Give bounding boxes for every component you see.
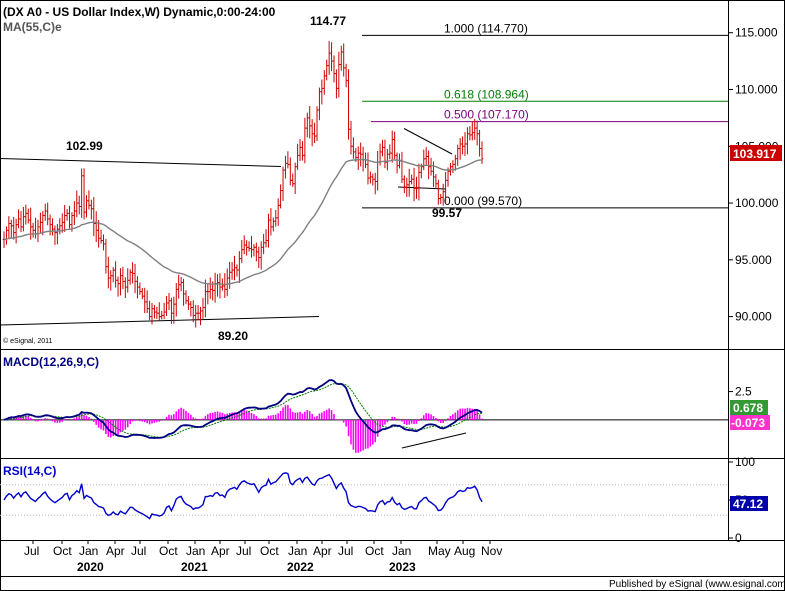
x-year-label: 2021 xyxy=(181,560,208,574)
y-axis-labels: 115.000110.000105.000100.00095.00090.000… xyxy=(728,26,779,545)
hist-value-tag: -0.073 xyxy=(731,416,765,430)
x-tick-label: Jan xyxy=(186,544,205,558)
macd-signal-line xyxy=(3,383,483,438)
hist-tag-bg xyxy=(730,415,770,430)
x-tick-label: May xyxy=(428,544,451,558)
price-bars xyxy=(2,40,484,328)
macd-panel xyxy=(0,379,728,453)
fibonacci-levels: 1.000 (114.770) 0.618 (108.964) 0.500 (107… xyxy=(362,21,728,209)
rsi-tag-bg xyxy=(730,496,768,511)
price-annotation: 114.77 xyxy=(310,14,346,28)
x-tick-label: Jan xyxy=(79,544,98,558)
fib-level-label: 1.000 (114.770) xyxy=(444,21,528,35)
x-tick-label: Jul xyxy=(24,544,39,558)
price-tick-label: 100.000 xyxy=(735,196,779,210)
copyright-label: © eSignal, 2011 xyxy=(3,337,53,345)
x-tick-label: Oct xyxy=(53,544,72,558)
ma55-line xyxy=(3,158,482,286)
macd-divergence-line xyxy=(401,432,467,449)
rsi-panel-label: RSI(14,C) xyxy=(3,464,56,478)
last-price-tag: 103.917 xyxy=(733,147,777,161)
price-tick-label: 90.000 xyxy=(735,310,772,324)
x-year-label: 2023 xyxy=(389,560,416,574)
rsi-line xyxy=(3,472,483,520)
price-tick-label: 115.000 xyxy=(735,26,778,40)
x-tick-label: Apr xyxy=(211,544,230,558)
price-annotation: 89.20 xyxy=(218,329,248,343)
chart-title: (DX A0 - US Dollar Index,W) Dynamic,0:00… xyxy=(3,5,276,19)
price-annotation: 102.99 xyxy=(66,139,103,153)
price-annotations: 102.99 89.20 114.77 99.57 xyxy=(66,14,462,343)
fib-level-label: 0.618 (108.964) xyxy=(444,87,529,101)
fib-level-label: 0.000 (99.570) xyxy=(444,194,522,208)
rsi-value-tag: 47.12 xyxy=(733,497,763,511)
macd-line xyxy=(3,379,483,439)
x-tick-label: Jan xyxy=(288,544,307,558)
x-tick-label: Aug xyxy=(454,544,475,558)
triangle-upper-line xyxy=(403,128,453,155)
x-tick-label: Apr xyxy=(313,544,332,558)
x-tick-label: Oct xyxy=(260,544,279,558)
x-tick-label: Oct xyxy=(159,544,178,558)
price-tag-bg xyxy=(730,145,782,161)
rsi-tick-label: 0 xyxy=(735,531,742,545)
x-tick-label: Apr xyxy=(106,544,125,558)
x-tick-label: Jan xyxy=(392,544,411,558)
x-year-label: 2022 xyxy=(287,560,314,574)
x-year-label: 2020 xyxy=(77,560,104,574)
fib-level-label: 0.500 (107.170) xyxy=(444,108,529,122)
macd-tag-bg xyxy=(730,400,768,415)
resistance-trendline xyxy=(0,158,282,167)
x-tick-label: Jul xyxy=(131,544,146,558)
x-tick-label: Oct xyxy=(365,544,384,558)
price-tick-label: 110.000 xyxy=(735,82,778,96)
x-tick-label: Jul xyxy=(338,544,353,558)
macd-tick-label: 2.5 xyxy=(735,385,752,399)
trendlines xyxy=(0,128,467,449)
x-axis-labels: Jul Oct Jan Apr Jul Oct Jan Apr Jul Oct Jan Apr Jul O… xyxy=(24,540,502,574)
ma-legend: MA(55,C)e xyxy=(3,20,62,34)
x-tick-label: Nov xyxy=(481,544,502,558)
price-annotation: 99.57 xyxy=(432,206,462,220)
rsi-tick-label: 100 xyxy=(735,455,755,469)
macd-panel-label: MACD(12,26,9,C) xyxy=(3,355,99,369)
macd-value-tag: 0.678 xyxy=(733,401,763,415)
publisher-credit: Published by eSignal (www.esignal.com) xyxy=(609,579,785,590)
x-tick-label: Jul xyxy=(236,544,251,558)
rsi-panel xyxy=(0,472,728,520)
price-tick-label: 95.000 xyxy=(735,253,772,267)
